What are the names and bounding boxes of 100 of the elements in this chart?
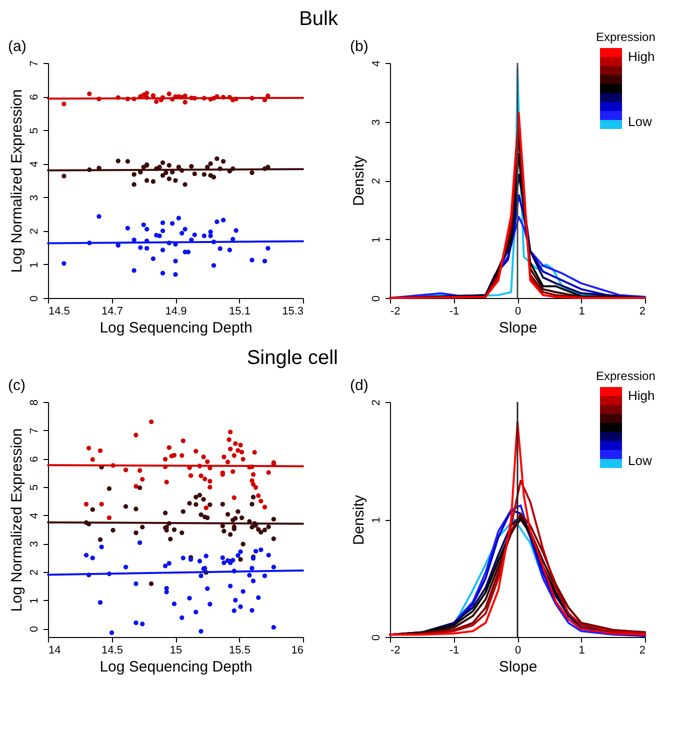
chart-title: (a) — [8, 38, 26, 55]
x-tick-label: 0 — [514, 644, 522, 656]
point — [162, 564, 168, 568]
point — [137, 485, 142, 490]
point — [162, 510, 168, 516]
point — [250, 524, 254, 530]
point — [140, 622, 145, 626]
y-tick-label: 0 — [370, 295, 382, 302]
chart-title: (c) — [8, 376, 26, 394]
annotation: Low — [628, 453, 652, 468]
point — [198, 628, 204, 634]
x-tick-label: 15.5 — [229, 644, 250, 656]
chart-title: (b) — [350, 38, 368, 55]
point — [168, 536, 173, 542]
point — [172, 602, 177, 606]
y-axis-title: Log Normalized Expression — [8, 428, 26, 612]
point — [180, 615, 184, 620]
x-tick-label: 0 — [514, 306, 522, 318]
x-axis-title: Slope — [498, 658, 538, 676]
color-scale-legend: Expression High Low — [596, 369, 676, 509]
x-tick-label: -2 — [390, 306, 400, 318]
y-tick-label: 7 — [28, 428, 40, 434]
point — [266, 524, 271, 530]
y-tick-label: 2 — [28, 569, 40, 576]
y-tick-label: 6 — [28, 94, 40, 100]
x-tick-label: 14.5 — [48, 306, 70, 318]
point — [187, 596, 192, 601]
chart-subtitle: Single cell — [246, 347, 338, 369]
point — [239, 515, 244, 520]
point — [106, 486, 112, 491]
point — [238, 549, 243, 554]
y-tick-label: 3 — [370, 119, 382, 126]
point — [271, 516, 276, 522]
point — [164, 590, 169, 594]
y-tick-label: 1 — [370, 516, 382, 524]
point — [236, 553, 240, 558]
point — [148, 581, 154, 586]
point — [233, 516, 238, 521]
chart-title: (d) — [350, 376, 368, 394]
legend-title: Expression — [596, 30, 656, 44]
point — [134, 620, 138, 626]
point — [194, 502, 198, 507]
point — [250, 494, 256, 500]
y-axis-title: Density — [350, 494, 368, 546]
point — [180, 530, 184, 536]
point — [233, 598, 238, 603]
point — [247, 572, 252, 578]
x-tick-label: 16 — [291, 644, 304, 656]
point — [98, 537, 103, 542]
point — [232, 608, 236, 614]
x-tick-label: 15.3 — [282, 306, 304, 318]
x-tick-label: -2 — [390, 644, 400, 656]
x-axis-title: Slope — [498, 320, 538, 336]
point — [222, 560, 226, 566]
y-tick-label: 3 — [28, 194, 40, 201]
point — [266, 552, 271, 558]
point — [230, 558, 236, 563]
point — [205, 586, 210, 591]
point — [262, 574, 268, 578]
point — [166, 561, 172, 566]
x-tick-label: 15.1 — [229, 306, 250, 318]
point — [258, 530, 264, 535]
point — [250, 578, 256, 584]
y-tick-label: 0 — [28, 295, 40, 302]
point — [197, 492, 202, 498]
x-tick-label: -1 — [449, 644, 460, 656]
point — [187, 501, 192, 506]
y-tick-label: 5 — [28, 484, 40, 490]
y-axis-title: Log Normalized Expression — [8, 89, 26, 273]
x-tick-label: 2 — [639, 306, 646, 318]
point — [250, 566, 254, 571]
y-tick-label: 4 — [28, 161, 40, 168]
point — [253, 548, 258, 554]
point — [222, 528, 226, 534]
point — [197, 558, 202, 564]
x-tick-label: 1 — [578, 306, 585, 318]
y-tick-label: 2 — [28, 228, 40, 234]
point — [180, 509, 186, 514]
point — [137, 540, 142, 546]
y-tick-label: 1 — [370, 236, 382, 243]
point — [172, 527, 177, 532]
point — [123, 504, 128, 509]
point — [271, 564, 276, 570]
point — [205, 515, 210, 520]
x-tick-label: 1 — [578, 644, 585, 656]
point — [123, 564, 128, 570]
y-tick-label: 1 — [28, 262, 40, 268]
point — [134, 530, 138, 536]
point — [208, 502, 212, 508]
point — [194, 610, 198, 614]
point — [250, 502, 254, 507]
x-tick-label: 14.7 — [102, 306, 123, 318]
point — [109, 630, 114, 636]
y-tick-label: 4 — [28, 512, 40, 519]
point — [134, 506, 138, 512]
point — [271, 536, 276, 542]
point — [90, 507, 95, 512]
legend-title: Expression — [596, 369, 656, 383]
point — [110, 528, 116, 533]
y-tick-label: 0 — [28, 626, 40, 632]
